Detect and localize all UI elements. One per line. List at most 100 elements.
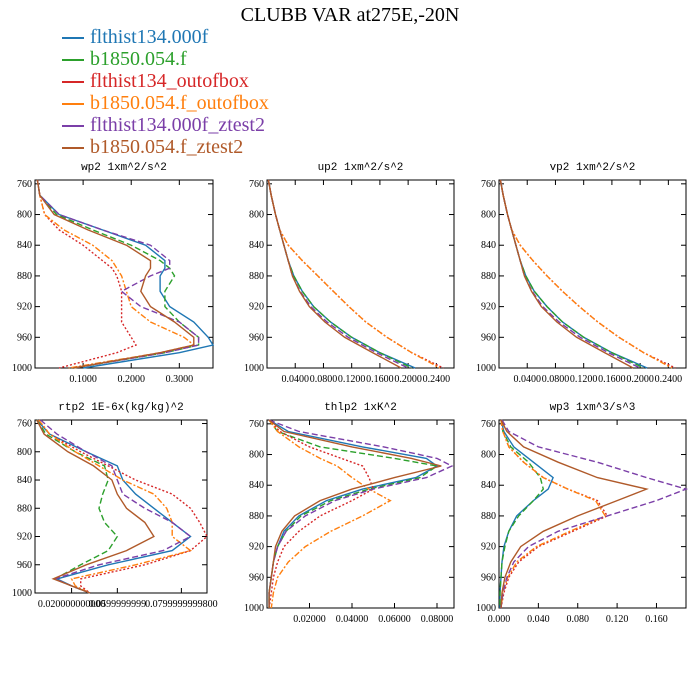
y-tick-label: 1000 — [476, 363, 496, 374]
x-tick-label: 0.1000 — [69, 374, 97, 385]
x-tick-label: 0.2000 — [626, 374, 654, 385]
panel-title: rtp2 1E-6x(kg/kg)^2 — [58, 402, 183, 414]
legend-label: flthist134.000f — [90, 26, 209, 48]
y-tick-label: 960 — [481, 572, 496, 583]
series-line-5 — [268, 419, 454, 608]
x-tick-label: 0.2400 — [655, 374, 683, 385]
x-tick-label: 0.1600 — [598, 374, 626, 385]
x-tick-label: 0.020000000000 — [38, 599, 106, 610]
plot-frame — [34, 179, 214, 369]
chart-title: CLUBB VAR at275E,-20N — [240, 4, 460, 26]
series-line-3 — [500, 419, 609, 609]
y-tick-label: 1000 — [12, 363, 32, 374]
y-tick-label: 840 — [481, 480, 496, 491]
legend-label: b1850.054.f — [90, 48, 187, 70]
panel-title: wp3 1xm^3/s^3 — [550, 402, 636, 414]
plot-frame — [34, 419, 208, 594]
y-tick-label: 880 — [481, 511, 496, 522]
y-tick-label: 760 — [481, 419, 496, 430]
series-line-1 — [499, 179, 648, 369]
series-line-4 — [267, 179, 441, 369]
x-tick-label: 0.0599999999 — [89, 599, 147, 610]
y-tick-label: 880 — [17, 271, 32, 282]
y-tick-label: 1000 — [12, 588, 32, 599]
panel-title: wp2 1xm^2/s^2 — [81, 162, 167, 174]
series-line-2 — [267, 179, 413, 369]
x-tick-label: 0.160 — [645, 614, 668, 625]
series-line-6 — [499, 179, 634, 369]
y-tick-label: 920 — [481, 542, 496, 553]
legend-label: flthist134.000f_ztest2 — [90, 114, 265, 136]
y-tick-label: 840 — [481, 240, 496, 251]
legend-label: b1850.054.f_ztest2 — [90, 136, 244, 158]
legend-swatch — [62, 59, 84, 61]
series-line-4 — [500, 419, 607, 609]
series-line-5 — [40, 419, 192, 594]
series-line-6 — [268, 419, 442, 608]
legend-swatch — [62, 103, 84, 105]
plot-frame — [266, 419, 455, 609]
series-line-5 — [500, 419, 689, 609]
legend-swatch — [62, 81, 84, 83]
y-tick-label: 760 — [249, 419, 264, 430]
series-line-4 — [499, 179, 673, 369]
y-tick-label: 800 — [17, 210, 32, 221]
y-tick-label: 840 — [249, 480, 264, 491]
x-tick-label: 0.0400 — [513, 374, 541, 385]
series-line-1 — [268, 419, 439, 608]
x-tick-label: 0.06000 — [378, 614, 411, 625]
y-tick-label: 920 — [249, 542, 264, 553]
series-line-5 — [267, 179, 409, 369]
x-tick-label: 0.0800 — [542, 374, 570, 385]
y-tick-label: 760 — [17, 179, 32, 190]
y-tick-label: 960 — [249, 332, 264, 343]
series-line-6 — [500, 419, 649, 609]
series-line-4 — [268, 419, 392, 609]
y-tick-label: 880 — [249, 271, 264, 282]
y-tick-label: 920 — [481, 302, 496, 313]
y-tick-label: 960 — [481, 332, 496, 343]
y-tick-label: 1000 — [244, 363, 264, 374]
y-tick-label: 760 — [481, 179, 496, 190]
panel-title: thlp2 1xK^2 — [324, 402, 397, 414]
series-line-4 — [38, 419, 193, 594]
legend-label: b1850.054.f_outofbox — [90, 92, 269, 114]
series-line-6 — [267, 179, 402, 369]
x-tick-label: 0.3000 — [166, 374, 194, 385]
y-tick-label: 920 — [17, 532, 32, 543]
y-tick-label: 840 — [17, 475, 32, 486]
series-line-3 — [36, 179, 138, 369]
series-line-2 — [499, 419, 545, 608]
y-tick-label: 800 — [17, 447, 32, 458]
y-tick-label: 1000 — [244, 603, 264, 614]
panel-title: up2 1xm^2/s^2 — [318, 162, 404, 174]
x-tick-label: 0.04000 — [336, 614, 369, 625]
x-tick-label: 0.0800 — [310, 374, 338, 385]
y-tick-label: 880 — [481, 271, 496, 282]
y-tick-label: 800 — [249, 450, 264, 461]
x-tick-label: 0.1600 — [366, 374, 394, 385]
legend-label: flthist134_outofbox — [90, 70, 249, 92]
y-tick-label: 760 — [17, 419, 32, 430]
series-line-2 — [36, 179, 200, 369]
x-tick-label: 0.2400 — [423, 374, 451, 385]
y-tick-label: 960 — [249, 572, 264, 583]
series-line-4 — [36, 179, 196, 369]
panel-title: vp2 1xm^2/s^2 — [550, 162, 636, 174]
x-tick-label: 0.02000 — [293, 614, 326, 625]
x-tick-label: 0.120 — [606, 614, 629, 625]
legend-swatch — [62, 147, 84, 149]
x-tick-label: 0.000 — [488, 614, 511, 625]
x-tick-label: 0.1200 — [570, 374, 598, 385]
series-line-2 — [268, 419, 439, 608]
y-tick-label: 960 — [17, 332, 32, 343]
x-tick-label: 0.0799999999800 — [145, 599, 218, 610]
x-tick-label: 0.080 — [566, 614, 589, 625]
x-tick-label: 0.0400 — [281, 374, 309, 385]
series-line-1 — [36, 419, 192, 594]
y-tick-label: 840 — [249, 240, 264, 251]
series-line-2 — [499, 179, 645, 369]
y-tick-label: 800 — [249, 210, 264, 221]
series-line-6 — [36, 179, 195, 369]
